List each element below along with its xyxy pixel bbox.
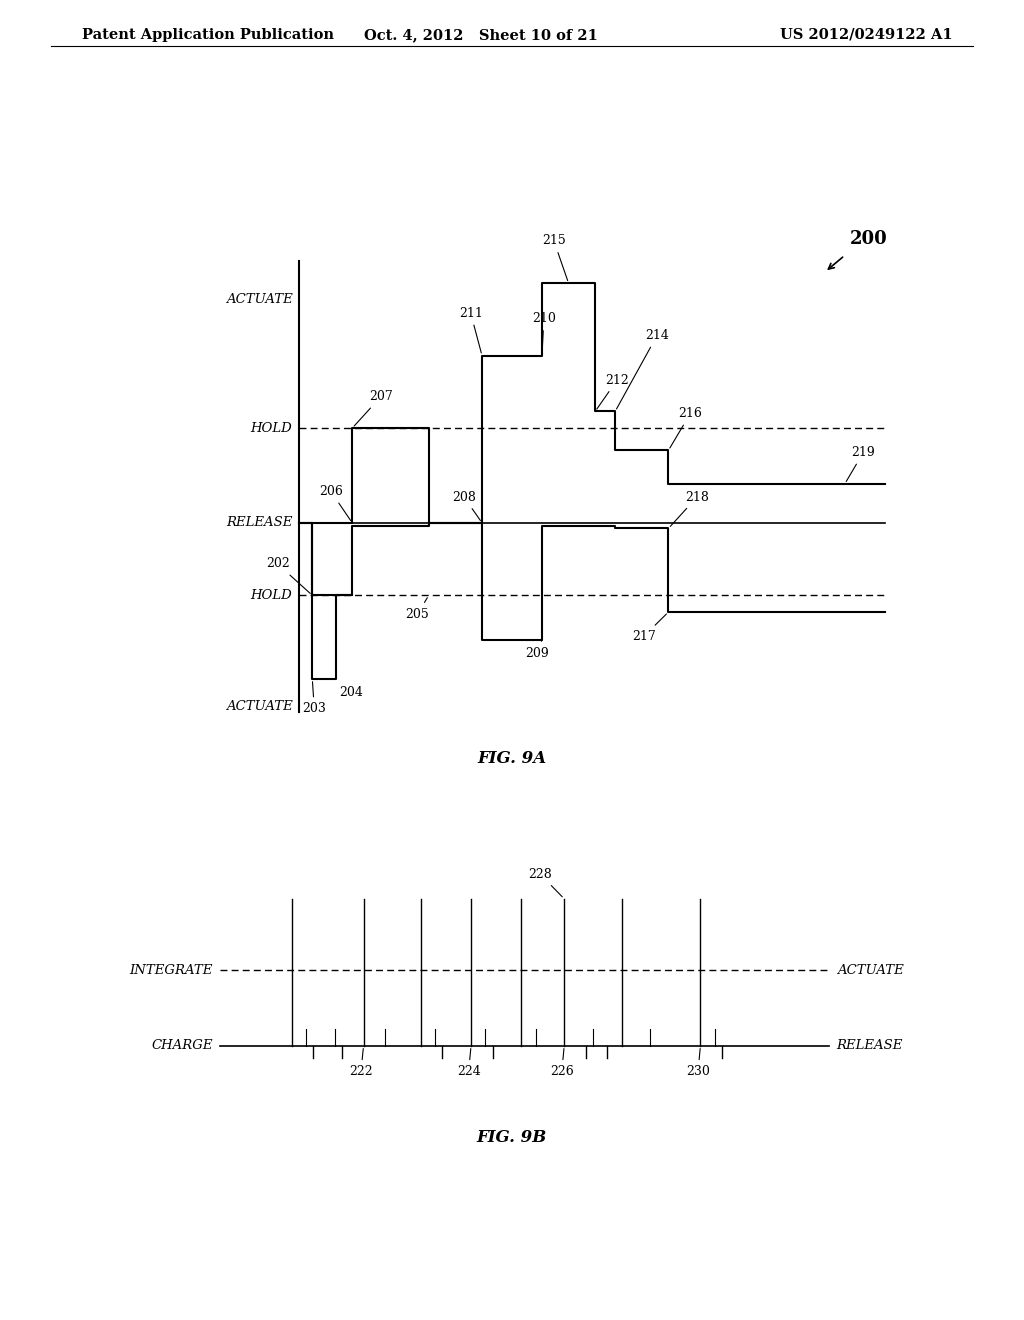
Text: Oct. 4, 2012   Sheet 10 of 21: Oct. 4, 2012 Sheet 10 of 21 bbox=[365, 28, 598, 42]
Text: 219: 219 bbox=[846, 446, 876, 482]
Text: 222: 222 bbox=[349, 1048, 373, 1078]
Text: 202: 202 bbox=[266, 557, 310, 594]
Text: 211: 211 bbox=[459, 306, 482, 352]
Text: RELEASE: RELEASE bbox=[226, 516, 293, 529]
Text: 224: 224 bbox=[457, 1048, 480, 1078]
Text: 208: 208 bbox=[453, 491, 480, 520]
Text: HOLD: HOLD bbox=[251, 421, 293, 434]
Text: 226: 226 bbox=[550, 1048, 573, 1078]
Text: 209: 209 bbox=[525, 640, 549, 660]
Text: 200: 200 bbox=[850, 230, 888, 248]
Text: 216: 216 bbox=[670, 407, 702, 447]
Text: 217: 217 bbox=[632, 614, 667, 643]
Text: 203: 203 bbox=[302, 681, 327, 715]
Text: CHARGE: CHARGE bbox=[152, 1039, 213, 1052]
Text: 212: 212 bbox=[597, 374, 629, 409]
Text: US 2012/0249122 A1: US 2012/0249122 A1 bbox=[779, 28, 952, 42]
Text: FIG. 9A: FIG. 9A bbox=[477, 750, 547, 767]
Text: INTEGRATE: INTEGRATE bbox=[130, 964, 213, 977]
Text: 207: 207 bbox=[354, 391, 392, 426]
Text: HOLD: HOLD bbox=[251, 589, 293, 602]
Text: ACTUATE: ACTUATE bbox=[837, 964, 903, 977]
Text: ACTUATE: ACTUATE bbox=[225, 701, 293, 713]
Text: FIG. 9B: FIG. 9B bbox=[477, 1129, 547, 1146]
Text: ACTUATE: ACTUATE bbox=[225, 293, 293, 306]
Text: 228: 228 bbox=[528, 867, 562, 896]
Text: 205: 205 bbox=[406, 598, 429, 620]
Text: RELEASE: RELEASE bbox=[837, 1039, 903, 1052]
Text: 204: 204 bbox=[339, 685, 362, 698]
Text: 218: 218 bbox=[671, 491, 709, 527]
Text: 206: 206 bbox=[319, 484, 350, 520]
Text: 210: 210 bbox=[532, 313, 556, 352]
Text: 214: 214 bbox=[616, 329, 669, 409]
Text: 230: 230 bbox=[686, 1048, 710, 1078]
Text: 215: 215 bbox=[542, 234, 567, 281]
Text: Patent Application Publication: Patent Application Publication bbox=[82, 28, 334, 42]
